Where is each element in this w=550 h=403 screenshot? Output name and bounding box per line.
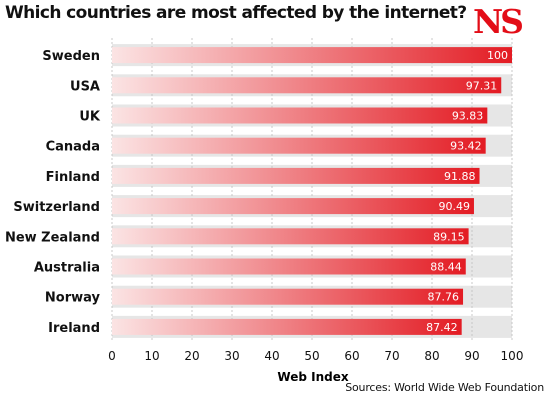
x-tick-label: 60 (344, 349, 359, 363)
value-label: 97.31 (466, 79, 498, 92)
x-axis-ticks: 0 10 20 30 40 50 60 70 80 90 100 (108, 349, 523, 363)
x-tick-label: 10 (144, 349, 159, 363)
bar (112, 258, 466, 275)
bar (112, 198, 474, 215)
value-label: 88.44 (430, 261, 462, 274)
x-tick-label: 90 (464, 349, 479, 363)
value-label: 89.15 (433, 230, 465, 243)
category-label: New Zealand (5, 230, 100, 245)
bar (112, 228, 469, 245)
x-tick-label: 70 (384, 349, 399, 363)
category-label: UK (79, 110, 101, 125)
x-tick-label: 80 (424, 349, 439, 363)
category-label: Canada (46, 140, 100, 155)
chart-title: Which countries are most affected by the… (5, 3, 467, 23)
bar (112, 288, 464, 305)
x-tick-label: 0 (108, 349, 116, 363)
x-tick-label: 30 (224, 349, 239, 363)
value-label: 90.49 (438, 200, 470, 213)
x-tick-label: 40 (264, 349, 279, 363)
bar (112, 107, 488, 124)
x-tick-label: 20 (184, 349, 199, 363)
category-label: Ireland (48, 321, 100, 336)
value-label: 91.88 (444, 170, 476, 183)
value-label: 87.42 (426, 321, 458, 334)
source-note: Sources: World Wide Web Foundation (345, 381, 544, 394)
category-label: Australia (34, 261, 100, 276)
category-label: Switzerland (13, 200, 100, 215)
x-tick-label: 100 (501, 349, 524, 363)
bar (112, 167, 480, 184)
value-label: 87.76 (428, 291, 460, 304)
category-label: Sweden (42, 49, 100, 64)
category-label: USA (70, 79, 100, 94)
category-labels: Sweden USA UK Canada Finland Switzerland New Z… (5, 49, 101, 336)
bar (112, 77, 502, 94)
bar (112, 137, 486, 154)
x-axis-label: Web Index (277, 370, 348, 384)
x-tick-label: 50 (304, 349, 319, 363)
ns-logo: NS (473, 2, 524, 41)
value-label: 100 (487, 49, 508, 62)
bar (112, 318, 462, 335)
category-label: Norway (45, 291, 101, 306)
value-label: 93.42 (450, 140, 482, 153)
bar (112, 47, 512, 64)
category-label: Finland (46, 170, 100, 185)
value-label: 93.83 (452, 110, 484, 123)
bars: 100 97.31 93.83 93.42 91.88 90.49 89.15 88.44 87… (112, 47, 512, 335)
